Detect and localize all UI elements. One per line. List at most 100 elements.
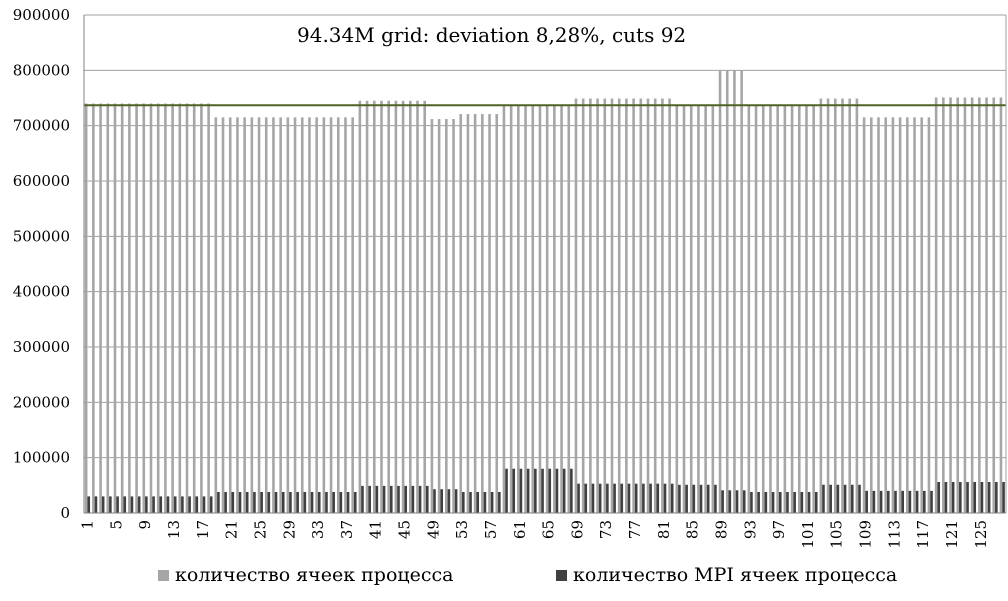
bar-mpi-cells <box>959 482 962 513</box>
bar-mpi-cells <box>382 485 386 513</box>
x-tick-label: 97 <box>770 520 788 539</box>
bar-mpi-cells <box>231 491 235 513</box>
bar-process-cells <box>870 117 873 513</box>
bar-process-cells <box>697 105 700 514</box>
bar-process-cells <box>365 100 369 514</box>
bar-process-cells <box>509 105 513 514</box>
bar-process-cells <box>653 98 657 513</box>
bar-mpi-cells <box>512 468 516 513</box>
bar-mpi-cells <box>613 483 616 513</box>
bar-mpi-cells <box>116 496 119 513</box>
x-tick-label: 121 <box>943 520 961 549</box>
bar-mpi-cells <box>678 484 681 513</box>
bar-process-cells <box>286 117 290 513</box>
bar-mpi-cells <box>656 483 660 513</box>
bar-mpi-cells <box>923 490 926 513</box>
bar-mpi-cells <box>980 482 984 513</box>
x-tick-label: 41 <box>367 520 385 539</box>
bar-mpi-cells <box>260 491 263 513</box>
bar-mpi-cells <box>822 484 825 513</box>
bar-process-cells <box>228 117 232 513</box>
bar-mpi-cells <box>238 491 242 513</box>
bar-process-cells <box>531 105 535 514</box>
bar-mpi-cells <box>462 491 465 513</box>
legend-item-mpi-cells: количество MPI ячеек процесса <box>556 564 897 586</box>
bar-process-cells <box>913 117 916 513</box>
axes <box>83 15 1007 514</box>
bar-process-cells <box>747 105 751 514</box>
bar-process-cells <box>128 103 131 514</box>
bar-mpi-cells <box>555 468 559 513</box>
y-tick-label: 0 <box>60 504 70 522</box>
bar-mpi-cells <box>663 483 667 513</box>
bar-process-cells <box>322 117 326 513</box>
bar-process-cells <box>214 117 218 513</box>
x-tick-label: 73 <box>597 520 615 539</box>
bar-mpi-cells <box>944 482 948 513</box>
bar-process-cells <box>380 100 383 514</box>
bar-mpi-cells <box>404 485 407 513</box>
bar-process-cells <box>589 98 592 513</box>
x-tick-label: 113 <box>885 520 903 549</box>
bar-process-cells <box>812 105 815 514</box>
bar-mpi-cells <box>966 482 969 513</box>
bar-process-cells <box>387 100 390 514</box>
bar-mpi-cells <box>894 490 897 513</box>
bar-mpi-cells <box>476 491 480 513</box>
bar-mpi-cells <box>829 484 832 513</box>
x-tick-label: 109 <box>857 520 875 549</box>
x-tick-label: 89 <box>712 520 730 539</box>
x-tick-label: 101 <box>799 520 817 549</box>
bar-mpi-cells <box>310 491 314 513</box>
bar-mpi-cells <box>987 482 991 513</box>
bar-process-cells <box>293 117 297 513</box>
bar-mpi-cells <box>87 496 91 513</box>
bar-mpi-cells <box>447 489 451 513</box>
bar-mpi-cells <box>188 496 191 513</box>
bar-process-cells <box>805 105 808 514</box>
bar-process-cells <box>99 103 102 514</box>
bar-mpi-cells <box>281 491 285 513</box>
bar-mpi-cells <box>634 483 638 513</box>
bar-process-cells <box>423 100 427 514</box>
bar-mpi-cells <box>245 491 249 513</box>
bar-mpi-cells <box>368 485 371 513</box>
bar-process-cells <box>84 103 88 514</box>
bar-process-cells <box>445 119 448 513</box>
x-tick-label: 85 <box>684 520 702 539</box>
bars <box>84 70 1005 514</box>
bar-process-cells <box>689 105 693 514</box>
x-tick-label: 53 <box>453 520 471 539</box>
bar-process-cells <box>725 70 729 513</box>
bar-process-cells <box>264 117 268 513</box>
bar-mpi-cells <box>101 496 105 513</box>
bar-mpi-cells <box>879 490 883 513</box>
bar-mpi-cells <box>267 491 271 513</box>
bar-process-cells <box>603 98 607 513</box>
bar-process-cells <box>120 103 124 514</box>
bar-mpi-cells <box>930 490 933 513</box>
bar-process-cells <box>409 100 412 514</box>
bar-mpi-cells <box>620 483 624 513</box>
y-tick-label: 400000 <box>13 283 70 301</box>
x-tick-label: 1 <box>79 520 97 530</box>
bar-process-cells <box>891 117 895 513</box>
x-tick-label: 77 <box>626 520 644 539</box>
bar-process-cells <box>336 117 340 513</box>
bar-process-cells <box>250 117 254 513</box>
bar-mpi-cells <box>750 491 753 513</box>
bar-process-cells <box>877 117 880 513</box>
bar-process-cells <box>156 103 160 514</box>
bar-chart: 0 100000 200000 300000 400000 500000 600000 700… <box>13 6 1007 549</box>
bar-mpi-cells <box>548 468 552 513</box>
bar-process-cells <box>675 105 679 514</box>
bar-mpi-cells <box>901 490 905 513</box>
bar-process-cells <box>437 119 441 513</box>
bar-mpi-cells <box>937 482 941 513</box>
x-tick-label: 9 <box>136 520 154 530</box>
bar-mpi-cells <box>418 485 422 513</box>
bar-process-cells <box>430 119 434 513</box>
bar-process-cells <box>978 97 981 514</box>
bar-mpi-cells <box>562 468 566 513</box>
bar-mpi-cells <box>325 491 328 513</box>
